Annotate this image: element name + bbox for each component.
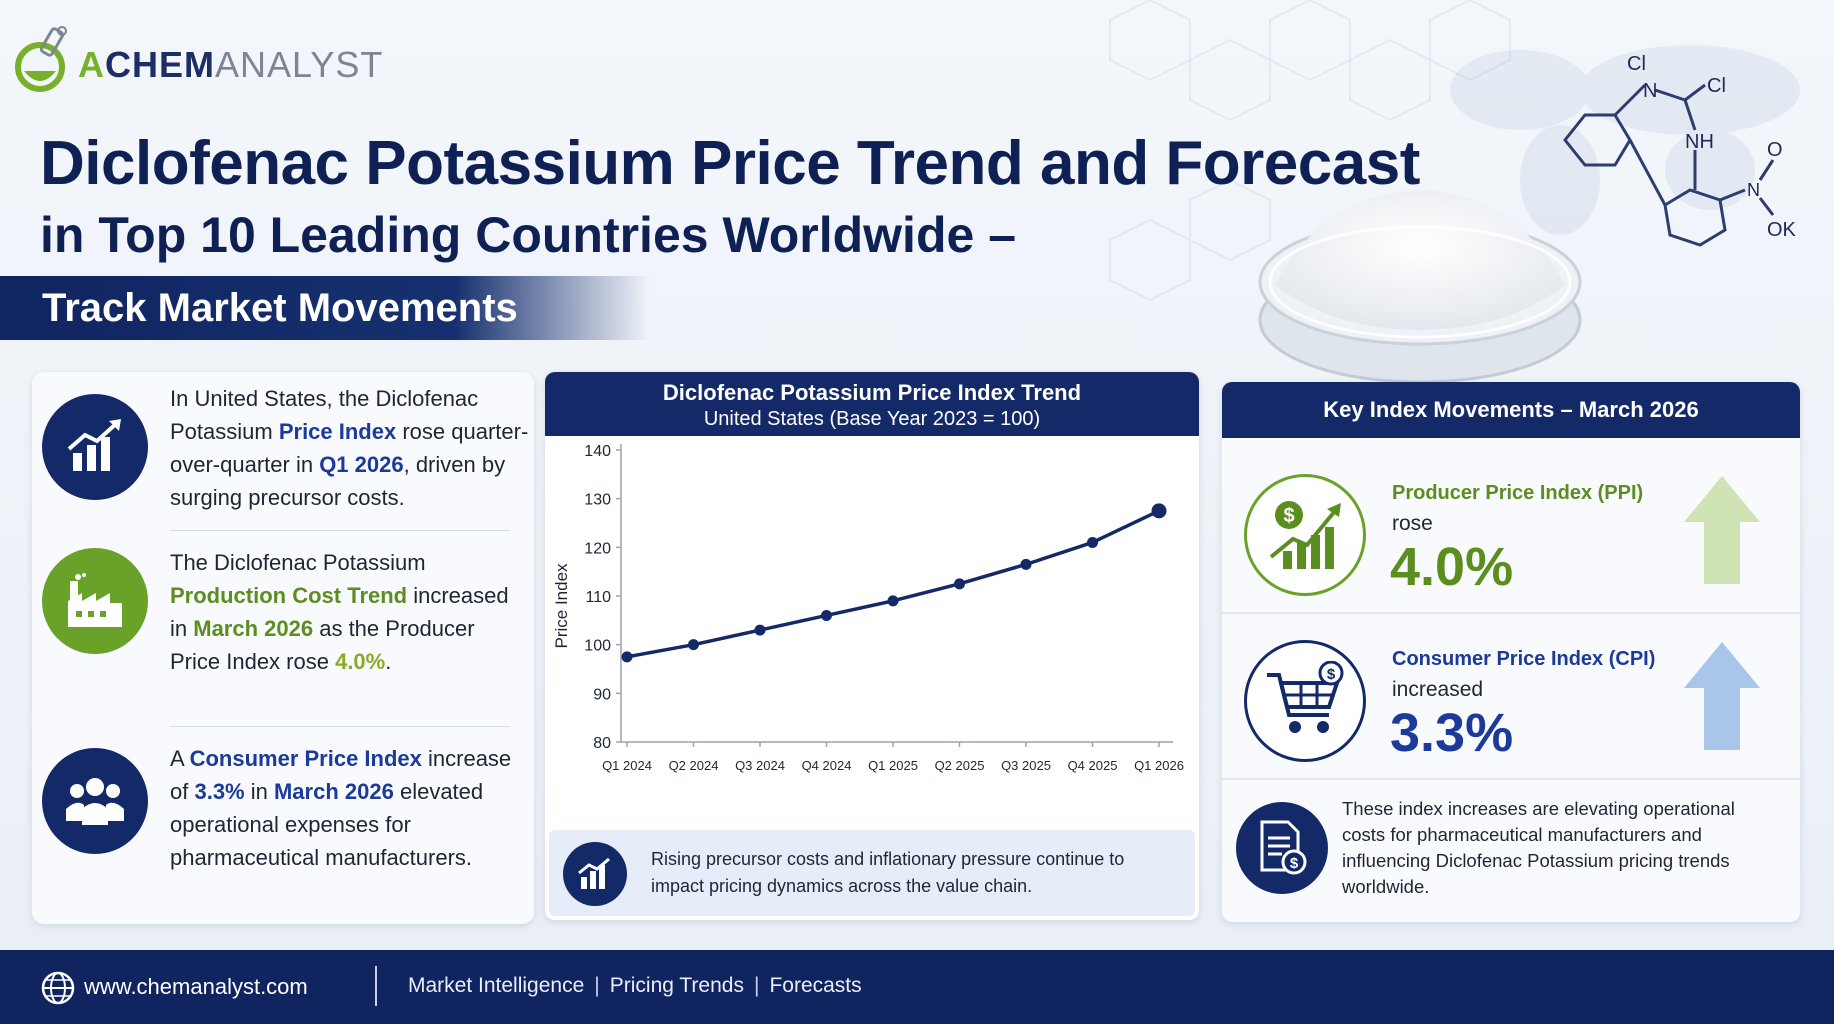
- chart-note-text: Rising precursor costs and inflationary …: [651, 849, 1125, 896]
- chart-subtitle: United States (Base Year 2023 = 100): [703, 408, 1041, 430]
- cpi-value: 3.3%: [1390, 703, 1514, 763]
- y-tick-label: 140: [584, 443, 611, 460]
- footer-bar: www.chemanalyst.com Market Intelligence |…: [0, 950, 1834, 1024]
- x-tick-label: Q2 2025: [935, 758, 985, 773]
- cpi-label: Consumer Price Index (CPI): [1392, 648, 1656, 670]
- key-index-panel: Key Index Movements – March 2026 $ Produ…: [1222, 382, 1800, 922]
- cpi-verb: increased: [1392, 678, 1484, 701]
- y-tick-label: 90: [593, 686, 611, 703]
- ppi-row: $ Producer Price Index (PPI) rose 4.0%: [1222, 452, 1800, 618]
- molecule-label-nh: NH: [1685, 131, 1714, 153]
- summary-text-1: In United States, the Diclofenac Potassi…: [170, 386, 529, 510]
- ribbon-text: Track Market Movements: [42, 286, 518, 330]
- footer-link-pricing-trends[interactable]: Pricing Trends: [609, 974, 744, 997]
- y-tick-label: 120: [584, 540, 611, 557]
- cart-icon: $: [1244, 640, 1366, 762]
- molecule-label-n: N: [1643, 80, 1657, 102]
- world-map-graphic: [1450, 45, 1800, 235]
- molecule-label-cl1: Cl: [1627, 53, 1646, 75]
- title-ribbon: Track Market Movements: [0, 276, 650, 340]
- flask-icon: [15, 26, 67, 92]
- people-icon: [42, 748, 148, 854]
- svg-text:$: $: [1283, 505, 1294, 527]
- x-tick-label: Q4 2025: [1068, 758, 1118, 773]
- chart-header: Diclofenac Potassium Price Index Trend U…: [545, 372, 1199, 436]
- x-tick-label: Q3 2024: [735, 758, 785, 773]
- footer-divider: [375, 966, 377, 1006]
- y-tick-label: 130: [584, 492, 611, 509]
- svg-text:$: $: [1290, 855, 1299, 872]
- summary-panel: In United States, the Diclofenac Potassi…: [32, 372, 534, 924]
- molecule-label-n2: N: [1747, 180, 1760, 200]
- data-point: [754, 624, 766, 636]
- x-tick-label: Q4 2024: [802, 758, 852, 773]
- molecule-label-cl2: Cl: [1707, 75, 1726, 97]
- data-point: [954, 578, 965, 590]
- y-tick-label: 110: [585, 589, 611, 606]
- page-title: Diclofenac Potassium Price Trend and For…: [40, 129, 1420, 198]
- page-subtitle: in Top 10 Leading Countries Worldwide –: [40, 207, 1017, 263]
- brand-part-analyst: ANALYST: [215, 44, 384, 85]
- x-axis: Q1 2024 Q2 2024 Q3 2024 Q4 2024 Q1 2025 Q2 20…: [602, 741, 1184, 773]
- molecule-structure: Cl N Cl NH N O OK: [1563, 53, 1797, 247]
- summary-text-2: The Diclofenac Potassium Production Cost…: [170, 550, 509, 674]
- y-tick-label: 80: [593, 735, 611, 752]
- brand-part-chem: CHEM: [105, 44, 215, 85]
- footer-pipe: |: [753, 974, 760, 997]
- brand-part-a: A: [78, 44, 105, 85]
- brand-logo[interactable]: ACHEMANALYST: [12, 18, 383, 98]
- chart-up-icon: [563, 842, 627, 906]
- separator: [170, 726, 510, 727]
- key-index-footer-text: These index increases are elevating oper…: [1342, 798, 1735, 897]
- dollar-chart-icon: $: [1244, 474, 1366, 596]
- separator: [170, 530, 510, 531]
- chart-note: Rising precursor costs and inflationary …: [549, 830, 1195, 916]
- y-axis: 80 90 100 110 120 130 140: [584, 443, 622, 752]
- chart-panel: Diclofenac Potassium Price Index Trend U…: [545, 372, 1199, 920]
- summary-text-3: A Consumer Price Index increase of 3.3% …: [170, 746, 512, 870]
- website-link[interactable]: www.chemanalyst.com: [84, 974, 308, 999]
- footer-links: Market Intelligence | Pricing Trends | Forec…: [408, 974, 862, 998]
- footer-link-forecasts[interactable]: Forecasts: [769, 974, 862, 997]
- key-index-title: Key Index Movements – March 2026: [1222, 382, 1800, 438]
- arrow-up-icon: [1684, 476, 1760, 584]
- molecule-label-o: O: [1767, 139, 1783, 161]
- series-price-index: [621, 503, 1167, 663]
- ppi-label: Producer Price Index (PPI): [1392, 482, 1644, 504]
- data-point: [688, 639, 699, 651]
- x-tick-label: Q3 2025: [1001, 758, 1051, 773]
- x-tick-label: Q1 2025: [868, 758, 918, 773]
- x-tick-label: Q1 2024: [602, 758, 652, 773]
- ppi-verb: rose: [1392, 512, 1433, 535]
- powder-bowl-image: [1258, 190, 1582, 384]
- price-index-line-chart: 80 90 100 110 120 130 140 Q1 2024 Q2 2024 Q3 202…: [552, 443, 1184, 773]
- arrow-up-icon: [1684, 642, 1760, 750]
- footer-link-market-intelligence[interactable]: Market Intelligence: [408, 974, 585, 997]
- chart-title: Diclofenac Potassium Price Index Trend: [662, 380, 1082, 405]
- x-tick-label: Q2 2024: [669, 758, 719, 773]
- data-point: [821, 609, 832, 621]
- cpi-row: $ Consumer Price Index (CPI) increased 3…: [1222, 618, 1800, 784]
- y-axis-label: Price Index: [552, 563, 571, 649]
- document-dollar-icon: $: [1236, 802, 1328, 894]
- separator: [1222, 778, 1800, 780]
- hexagon-pattern: [1109, 0, 1511, 302]
- x-tick-label: Q1 2026: [1134, 758, 1184, 773]
- molecule-label-ok: OK: [1767, 219, 1797, 241]
- globe-icon: [41, 971, 75, 1005]
- series-line: [626, 509, 1160, 659]
- separator: [1222, 612, 1800, 614]
- data-point: [887, 595, 899, 607]
- y-tick-label: 100: [584, 638, 611, 655]
- brand-name: ACHEMANALYST: [78, 44, 383, 86]
- data-point: [1087, 536, 1098, 548]
- data-point: [1151, 503, 1167, 519]
- data-point: [1020, 558, 1032, 570]
- svg-text:$: $: [1327, 666, 1336, 683]
- footer-pipe: |: [594, 974, 600, 997]
- factory-icon: [42, 548, 148, 654]
- data-point: [621, 651, 633, 663]
- chart-up-icon: [42, 394, 148, 500]
- ppi-value: 4.0%: [1390, 537, 1514, 597]
